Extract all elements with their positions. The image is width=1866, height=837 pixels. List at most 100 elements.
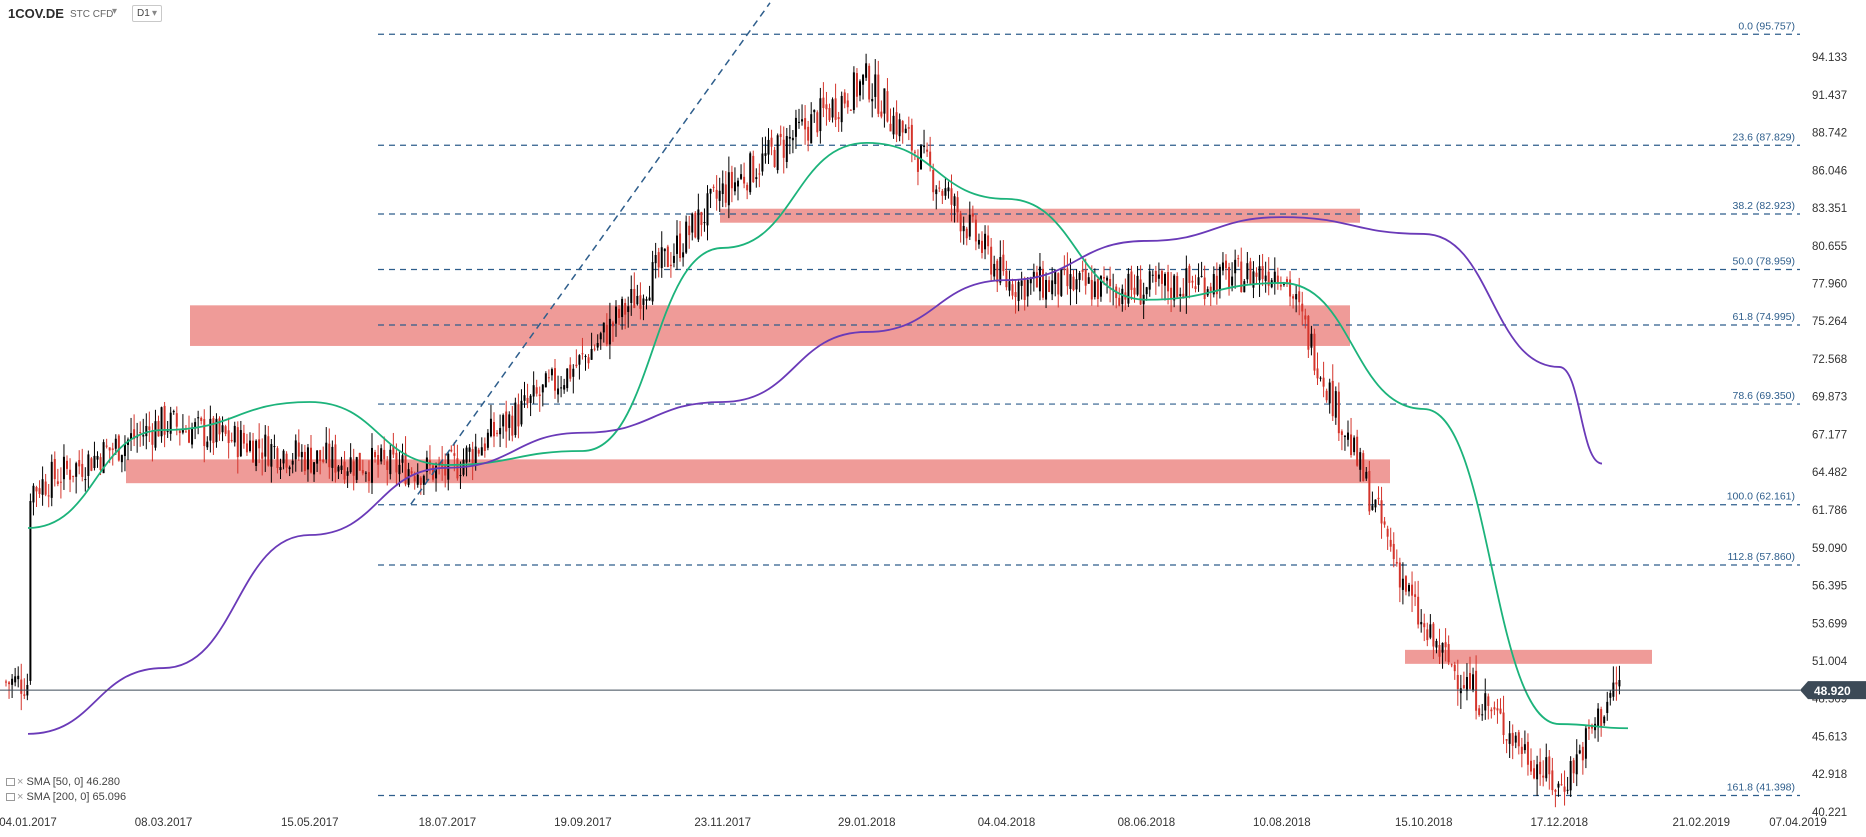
candle-body — [1508, 733, 1511, 744]
candle-body — [1045, 279, 1048, 300]
sma50-legend[interactable]: × SMA [50, 0] 46.280 — [6, 776, 120, 788]
candle-body — [435, 465, 438, 479]
candle-body — [1157, 274, 1160, 279]
candle-body — [1328, 382, 1331, 404]
candle-body — [514, 402, 517, 436]
candle-body — [108, 447, 111, 451]
candle-body — [14, 676, 17, 683]
candle-body — [1127, 273, 1130, 304]
candle-body — [938, 187, 941, 189]
sma200-legend[interactable]: × SMA [200, 0] 65.096 — [6, 791, 126, 803]
candle-body — [145, 425, 148, 437]
instrument-type-label: STC CFD — [70, 9, 114, 20]
candle-body — [62, 456, 65, 480]
candle-body — [779, 133, 782, 138]
candle-body — [471, 449, 474, 465]
candle-body — [648, 297, 651, 301]
candle-body — [712, 186, 715, 188]
candlestick-series — [5, 53, 1621, 808]
candle-body — [1426, 629, 1429, 641]
candle-body — [1456, 674, 1459, 690]
candle-body — [273, 446, 276, 448]
price-tick-label: 72.568 — [1812, 354, 1847, 366]
candle-body — [1295, 294, 1298, 300]
candle-body — [230, 439, 233, 442]
candle-body — [520, 400, 523, 425]
candle-body — [1505, 739, 1508, 741]
candle-body — [901, 121, 904, 133]
resistance-zone — [1405, 649, 1652, 664]
fib-level-label: 78.6 (69.350) — [1733, 390, 1795, 402]
candle-body — [249, 440, 251, 451]
candle-body — [130, 433, 133, 440]
candle-body — [788, 136, 791, 139]
candle-body — [1011, 284, 1014, 296]
candle-body — [44, 481, 47, 495]
price-tick-label: 59.090 — [1812, 543, 1847, 555]
candle-body — [1499, 708, 1502, 714]
candle-body — [1392, 543, 1395, 560]
candle-body — [1398, 562, 1401, 588]
candle-body — [142, 435, 145, 437]
candle-body — [511, 415, 514, 436]
candle-body — [624, 302, 627, 315]
chevron-down-icon: ▾ — [151, 8, 157, 19]
candle-body — [709, 188, 712, 194]
candle-body — [1484, 693, 1487, 711]
close-icon[interactable]: × — [17, 776, 24, 788]
candle-body — [1618, 680, 1621, 687]
candle-body — [1151, 274, 1154, 276]
candle-body — [1173, 275, 1176, 301]
candle-body — [1395, 562, 1398, 564]
candle-body — [669, 264, 672, 267]
candle-body — [489, 418, 492, 437]
settings-icon[interactable] — [6, 793, 15, 801]
candle-body — [1557, 783, 1560, 788]
candle-body — [151, 431, 154, 445]
candle-body — [1444, 642, 1447, 648]
candle-body — [1319, 377, 1322, 379]
close-icon[interactable]: × — [17, 791, 24, 803]
candle-body — [117, 435, 120, 461]
candle-body — [572, 368, 575, 377]
candle-body — [715, 189, 718, 199]
candle-body — [517, 404, 520, 427]
candle-body — [801, 119, 804, 122]
candle-body — [1343, 435, 1346, 437]
candle-body — [657, 252, 660, 268]
candle-body — [1441, 642, 1444, 653]
candle-body — [303, 451, 306, 472]
timeframe-selector[interactable]: D1 ▾ — [132, 5, 162, 22]
candle-body — [1106, 277, 1109, 281]
candle-body — [584, 356, 587, 358]
candle-body — [874, 74, 877, 97]
candle-body — [1063, 268, 1066, 270]
candle-body — [453, 453, 456, 456]
settings-icon[interactable] — [6, 778, 15, 786]
candle-body — [1035, 272, 1038, 288]
candle-body — [1179, 294, 1182, 297]
sma200-line — [27, 216, 1603, 735]
resistance-zone — [126, 459, 1390, 484]
candle-body — [398, 464, 401, 475]
candle-body — [1380, 500, 1383, 524]
candle-body — [66, 460, 68, 469]
candle-body — [764, 153, 767, 156]
candle-body — [1048, 280, 1051, 293]
candle-body — [639, 295, 642, 309]
price-tick-label: 94.133 — [1812, 52, 1847, 64]
moving-averages — [27, 141, 1629, 735]
candle-body — [1240, 261, 1243, 293]
candle-body — [794, 117, 797, 137]
candle-body — [526, 397, 529, 404]
candle-body — [96, 455, 99, 460]
candle-body — [361, 470, 364, 474]
candle-body — [831, 99, 834, 118]
chevron-down-icon[interactable]: ▾ — [112, 6, 118, 17]
price-tick-label: 75.264 — [1812, 316, 1848, 328]
candle-body — [1103, 277, 1105, 279]
candle-body — [395, 452, 398, 473]
candle-body — [1539, 761, 1542, 775]
candle-body — [1167, 272, 1170, 292]
